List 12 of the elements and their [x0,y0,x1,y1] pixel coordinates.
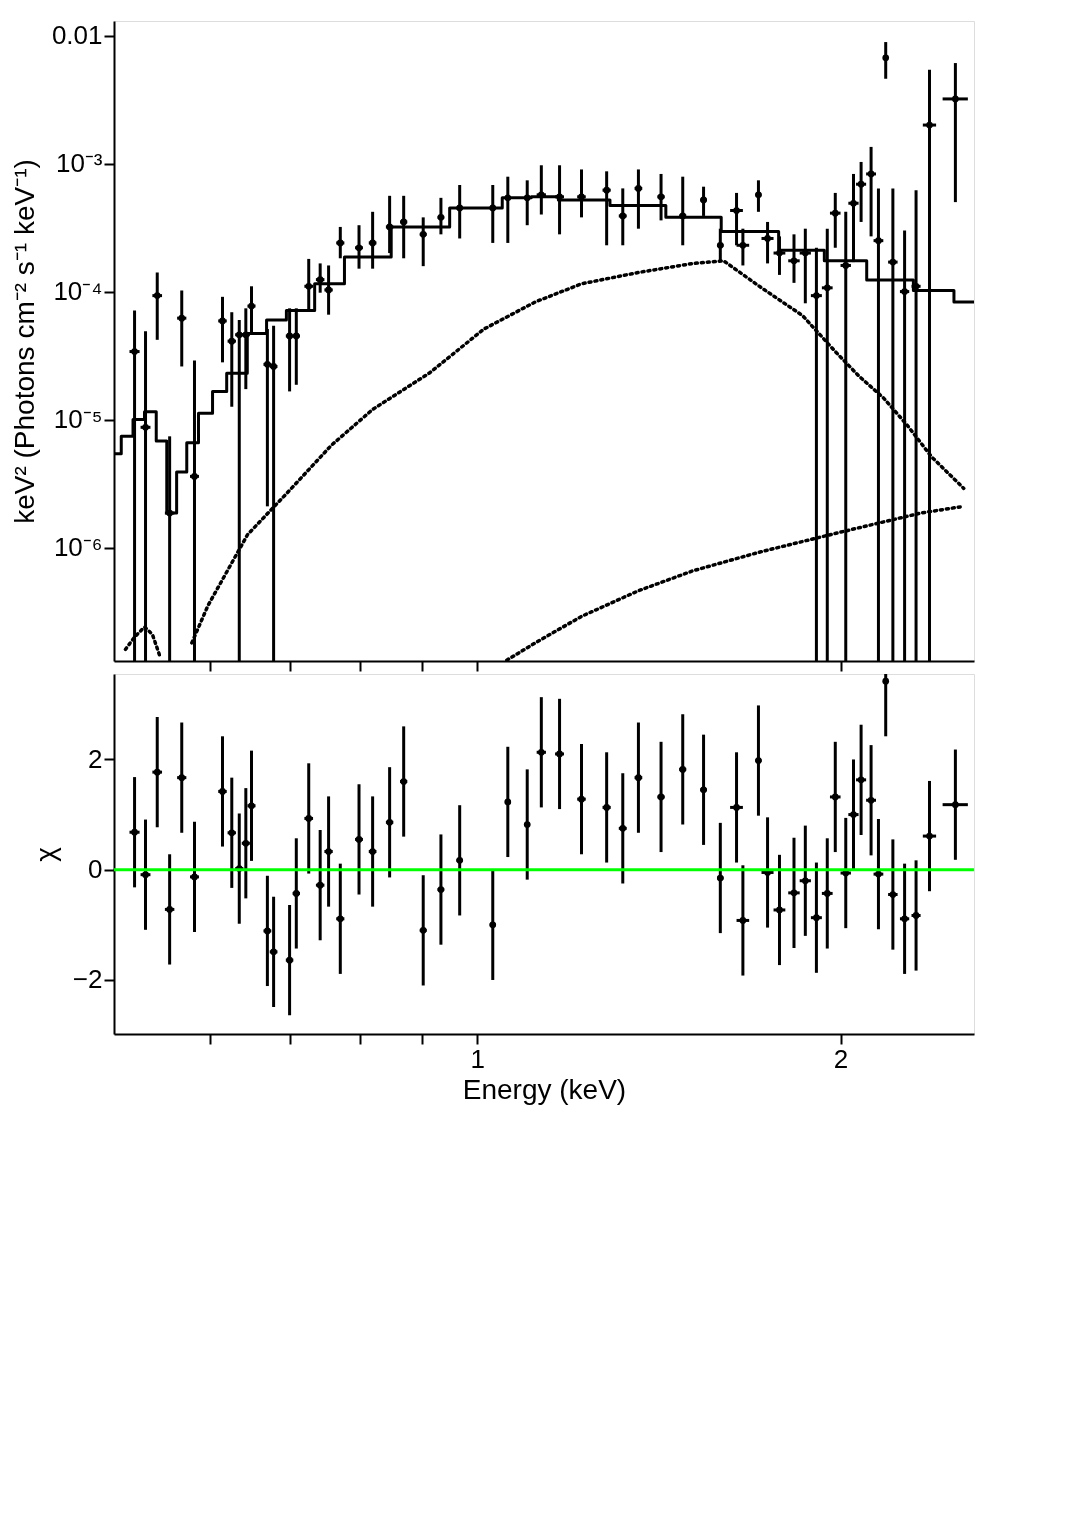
y-tick-label: 2 [88,743,103,774]
x-tick-label: 1 [470,1043,486,1074]
y-tick-label: −2 [72,964,103,995]
y-tick-label: 0.01 [51,20,103,51]
y-axis-title: χ [29,846,61,862]
y-axis-title: keV² (Photons cm⁻² s⁻¹ keV⁻¹) [8,159,40,524]
y-tick-label: 10⁻⁴ [53,276,103,307]
y-tick-label: 0 [88,854,103,885]
y-tick-label: 10⁻³ [55,148,103,179]
y-tick-label: 10⁻⁶ [53,532,103,563]
y-tick-label: 10⁻⁵ [53,404,103,435]
x-axis-title: Energy (keV) [462,1073,627,1105]
